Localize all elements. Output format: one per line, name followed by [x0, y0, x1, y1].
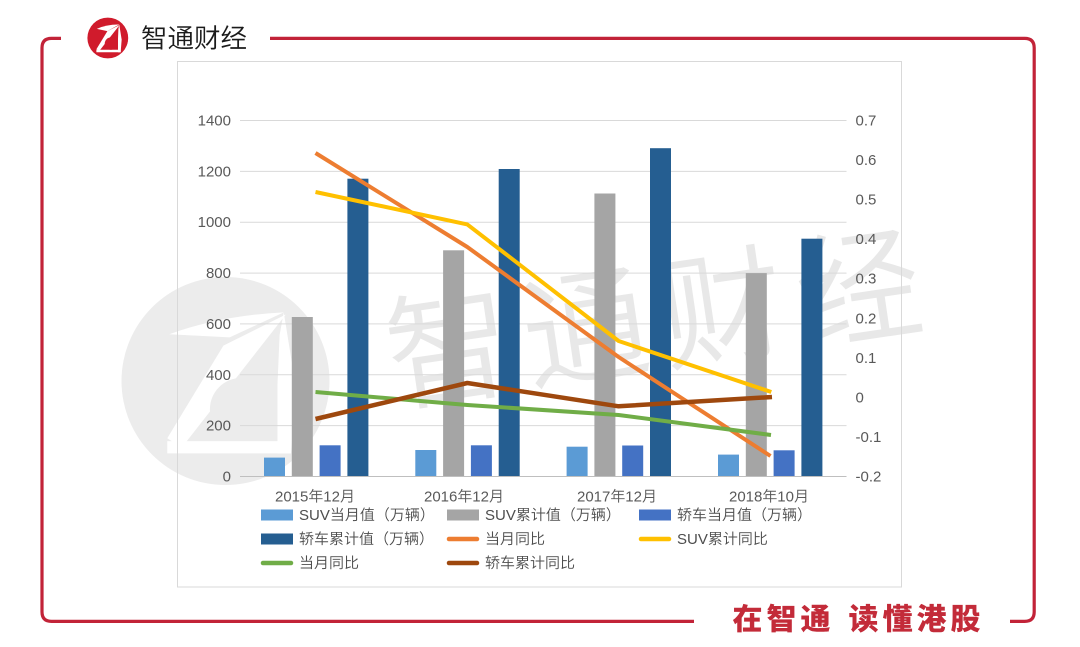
- svg-text:0.5: 0.5: [856, 192, 877, 209]
- svg-text:12: 12: [625, 489, 642, 506]
- svg-text:2018: 2018: [729, 489, 762, 506]
- svg-text:2017: 2017: [577, 489, 610, 506]
- svg-text:0: 0: [856, 389, 864, 406]
- svg-text:0.4: 0.4: [856, 231, 877, 248]
- svg-text:0.7: 0.7: [856, 113, 877, 130]
- svg-text:12: 12: [472, 489, 489, 506]
- svg-text:0.1: 0.1: [856, 350, 877, 367]
- svg-text:SUV: SUV: [485, 507, 516, 524]
- svg-text:2015: 2015: [275, 489, 308, 506]
- svg-text:1200: 1200: [198, 163, 231, 180]
- svg-text:-0.2: -0.2: [856, 469, 882, 486]
- svg-text:0: 0: [223, 469, 231, 486]
- svg-text:400: 400: [206, 367, 231, 384]
- svg-text:800: 800: [206, 265, 231, 282]
- svg-text:2016: 2016: [424, 489, 457, 506]
- svg-text:SUV: SUV: [299, 507, 330, 524]
- svg-text:0.2: 0.2: [856, 310, 877, 327]
- svg-text:1000: 1000: [198, 214, 231, 231]
- svg-text:1400: 1400: [198, 113, 231, 130]
- svg-text:0.6: 0.6: [856, 152, 877, 169]
- svg-text:200: 200: [206, 418, 231, 435]
- svg-text:600: 600: [206, 316, 231, 333]
- svg-text:12: 12: [323, 489, 340, 506]
- svg-text:SUV: SUV: [677, 531, 708, 548]
- svg-text:10: 10: [777, 489, 794, 506]
- svg-text:-0.1: -0.1: [856, 429, 882, 446]
- svg-text:0.3: 0.3: [856, 271, 877, 288]
